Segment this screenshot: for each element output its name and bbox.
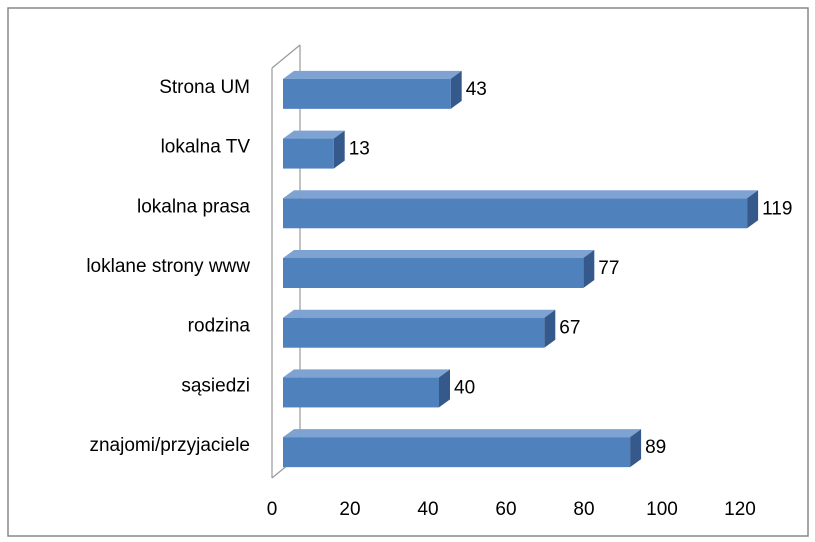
left-wall-top	[271, 44, 301, 69]
bar-side	[333, 130, 345, 169]
bar	[283, 78, 451, 109]
data-label: 77	[598, 258, 619, 279]
bar-top	[283, 369, 450, 378]
x-tick-label: 60	[495, 499, 516, 520]
bar	[283, 317, 545, 348]
x-tick-label: 120	[724, 499, 756, 520]
x-tick-label: 100	[646, 499, 678, 520]
bar-top	[283, 309, 556, 318]
y-tick-label: znajomi/przyjaciele	[89, 435, 250, 456]
y-tick-label: lokalna prasa	[137, 196, 250, 217]
data-label: 40	[454, 377, 475, 398]
y-tick-label: sąsiedzi	[181, 375, 250, 396]
data-label: 67	[559, 318, 580, 339]
bar-side	[630, 429, 642, 468]
x-tick-label: 80	[573, 499, 594, 520]
bar-top	[283, 190, 759, 199]
y-tick-label: lokalna TV	[161, 137, 251, 158]
y-tick-label: rodzina	[188, 316, 251, 337]
bar	[283, 437, 631, 468]
bar-side	[450, 70, 462, 109]
data-label: 119	[762, 198, 792, 219]
data-label: 13	[349, 139, 370, 160]
x-tick-label: 0	[267, 499, 278, 520]
bar	[283, 258, 584, 288]
x-tick-label: 20	[339, 499, 360, 520]
bar-side	[747, 190, 759, 229]
bar-side	[583, 250, 595, 288]
bar-side	[439, 369, 450, 408]
bar-top	[283, 130, 345, 139]
bar-top	[283, 70, 462, 79]
bar	[283, 198, 748, 229]
data-label: 43	[466, 79, 487, 100]
y-tick-label: loklane strony www	[86, 256, 250, 277]
y-tick-label: Strona UM	[159, 77, 250, 98]
bar	[283, 138, 334, 169]
bar-top	[283, 250, 595, 258]
x-tick-label: 40	[417, 499, 438, 520]
bar-side	[544, 309, 556, 348]
bar	[283, 377, 439, 408]
data-label: 89	[645, 437, 666, 458]
bar-top	[283, 429, 642, 438]
